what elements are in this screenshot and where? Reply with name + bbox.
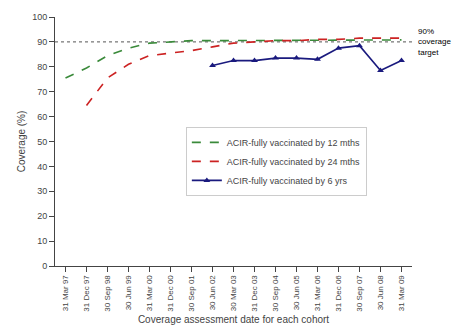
svg-text:30 Mar 03: 30 Mar 03	[229, 275, 238, 312]
svg-text:70: 70	[37, 87, 47, 97]
svg-text:ACIR-fully vaccinated by 12 mt: ACIR-fully vaccinated by 12 mths	[227, 138, 360, 148]
svg-text:31 Dec 06: 31 Dec 06	[334, 275, 343, 312]
svg-text:31 Mar 00: 31 Mar 00	[145, 275, 154, 312]
svg-text:31 Mar 97: 31 Mar 97	[61, 275, 70, 312]
svg-text:90: 90	[37, 37, 47, 47]
svg-text:30 Jun 08: 30 Jun 08	[376, 275, 385, 311]
svg-text:Coverage assessment date for e: Coverage assessment date for each cohort	[138, 314, 329, 325]
svg-text:30 Sep 01: 30 Sep 01	[187, 275, 196, 312]
svg-text:31 Mar 09: 31 Mar 09	[397, 275, 406, 312]
svg-text:30 Sep 04: 30 Sep 04	[271, 275, 280, 312]
svg-text:50: 50	[37, 137, 47, 147]
svg-text:31 Dec 03: 31 Dec 03	[250, 275, 259, 312]
svg-text:40: 40	[37, 162, 47, 172]
svg-text:31 Dec 00: 31 Dec 00	[166, 275, 175, 312]
svg-text:30: 30	[37, 186, 47, 196]
svg-text:20: 20	[37, 211, 47, 221]
svg-text:10: 10	[37, 236, 47, 246]
svg-text:30 Jun 99: 30 Jun 99	[124, 275, 133, 311]
svg-text:0: 0	[42, 261, 47, 271]
svg-text:31 Dec 97: 31 Dec 97	[82, 275, 91, 312]
svg-text:ACIR-fully vaccinated by 6 yrs: ACIR-fully vaccinated by 6 yrs	[227, 176, 348, 186]
svg-text:30 Sep 98: 30 Sep 98	[103, 275, 112, 312]
svg-text:90%coveragetarget: 90%coveragetarget	[418, 27, 451, 57]
svg-text:ACIR-fully vaccinated by 24 mt: ACIR-fully vaccinated by 24 mths	[227, 157, 360, 167]
svg-text:100: 100	[32, 12, 47, 22]
svg-text:80: 80	[37, 62, 47, 72]
svg-text:30 Jun 05: 30 Jun 05	[292, 275, 301, 311]
svg-text:30 Jun 02: 30 Jun 02	[208, 275, 217, 311]
svg-text:31 Mar 06: 31 Mar 06	[313, 275, 322, 312]
svg-text:30 Sep 07: 30 Sep 07	[355, 275, 364, 312]
svg-text:60: 60	[37, 112, 47, 122]
svg-text:Coverage (%): Coverage (%)	[16, 111, 27, 173]
